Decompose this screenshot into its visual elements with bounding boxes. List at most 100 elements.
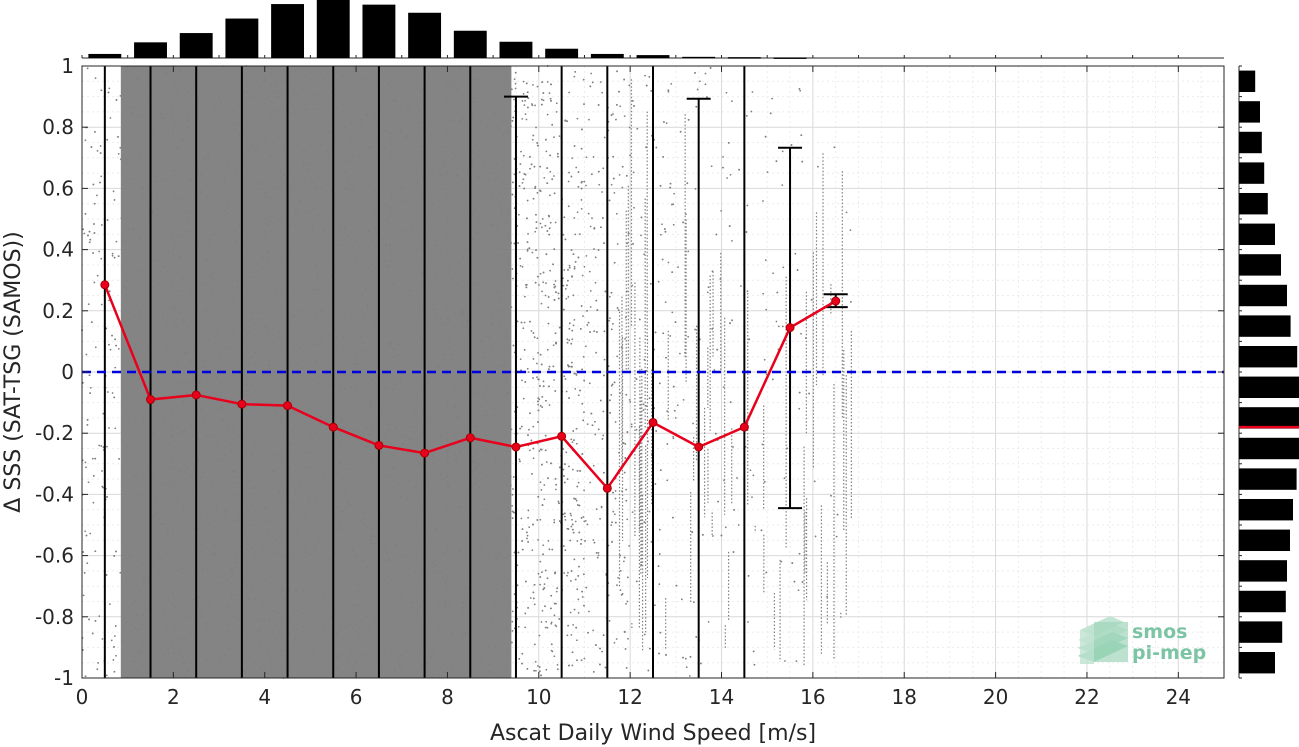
scatter-point — [461, 609, 464, 612]
scatter-point — [432, 498, 435, 501]
scatter-point — [783, 477, 786, 480]
scatter-point — [165, 624, 168, 627]
scatter-point — [179, 422, 182, 425]
scatter-point — [442, 641, 445, 644]
scatter-point — [263, 80, 266, 83]
scatter-point — [499, 551, 502, 554]
scatter-point — [243, 525, 246, 528]
scatter-point — [170, 404, 172, 407]
scatter-point — [487, 180, 490, 182]
scatter-point — [550, 649, 553, 652]
scatter-point — [413, 411, 415, 414]
scatter-point — [175, 613, 178, 615]
top-histogram-bar — [636, 55, 670, 58]
scatter-point — [452, 75, 455, 78]
scatter-point — [188, 178, 191, 181]
scatter-point — [428, 489, 431, 492]
scatter-point — [336, 632, 339, 635]
scatter-point — [336, 335, 339, 338]
scatter-point — [555, 102, 558, 105]
scatter-points — [81, 65, 852, 679]
scatter-point — [795, 660, 798, 663]
scatter-point — [360, 78, 363, 81]
scatter-point — [177, 85, 180, 88]
scatter-point — [445, 193, 448, 196]
scatter-point — [161, 297, 163, 300]
scatter-point — [608, 619, 611, 622]
scatter-point — [416, 397, 419, 400]
scatter-point — [475, 578, 477, 580]
scatter-point — [391, 486, 394, 489]
scatter-point — [153, 150, 156, 153]
scatter-point — [308, 280, 311, 283]
scatter-point — [176, 234, 178, 236]
scatter-point — [624, 443, 627, 445]
scatter-point — [238, 573, 241, 576]
scatter-point — [513, 173, 516, 176]
scatter-point — [153, 566, 156, 569]
scatter-point — [305, 452, 307, 454]
scatter-point — [462, 309, 464, 311]
scatter-point — [172, 533, 174, 536]
scatter-point — [364, 667, 367, 669]
scatter-point — [340, 671, 343, 674]
scatter-point — [250, 574, 253, 577]
scatter-point — [781, 184, 784, 187]
scatter-point — [504, 575, 507, 577]
scatter-point — [388, 244, 391, 247]
scatter-point — [87, 303, 90, 306]
scatter-point — [364, 288, 367, 290]
scatter-point — [490, 258, 493, 261]
scatter-point — [512, 476, 515, 478]
scatter-point — [492, 493, 495, 496]
scatter-point — [296, 589, 298, 592]
scatter-point — [584, 345, 587, 348]
scatter-point — [320, 178, 323, 181]
scatter-point — [764, 135, 767, 138]
scatter-point — [98, 615, 101, 618]
scatter-point — [174, 170, 177, 172]
scatter-point — [253, 662, 256, 664]
scatter-point — [191, 381, 193, 384]
scatter-point — [428, 78, 431, 80]
scatter-point — [335, 348, 338, 351]
scatter-point — [405, 650, 408, 653]
scatter-point — [182, 503, 185, 506]
scatter-point — [490, 172, 493, 175]
scatter-point — [130, 603, 133, 606]
scatter-point — [486, 171, 489, 174]
scatter-point — [342, 344, 345, 347]
scatter-point — [109, 348, 112, 351]
scatter-point — [364, 365, 366, 368]
scatter-point — [293, 437, 296, 440]
scatter-point — [602, 410, 605, 413]
scatter-point — [173, 83, 176, 86]
scatter-point — [589, 85, 592, 88]
scatter-point — [384, 539, 387, 542]
scatter-point — [277, 443, 280, 445]
scatter-point — [623, 115, 626, 118]
scatter-point — [491, 322, 494, 325]
scatter-point — [526, 248, 529, 251]
scatter-point — [597, 552, 600, 554]
scatter-point — [610, 394, 613, 396]
scatter-point — [581, 596, 584, 598]
scatter-point — [483, 241, 485, 244]
scatter-point — [170, 409, 173, 412]
scatter-point — [197, 600, 199, 603]
scatter-point — [631, 511, 634, 514]
scatter-point — [487, 671, 490, 673]
scatter-point — [151, 433, 154, 436]
scatter-point — [133, 417, 136, 419]
scatter-point — [362, 511, 365, 514]
scatter-point — [417, 669, 420, 671]
scatter-point — [313, 221, 316, 224]
scatter-point — [368, 349, 370, 352]
scatter-point — [312, 127, 315, 130]
scatter-point — [611, 322, 614, 325]
scatter-point — [268, 367, 271, 369]
scatter-point — [497, 290, 500, 293]
scatter-point — [348, 209, 351, 212]
scatter-point — [594, 281, 597, 284]
scatter-point — [501, 309, 504, 312]
